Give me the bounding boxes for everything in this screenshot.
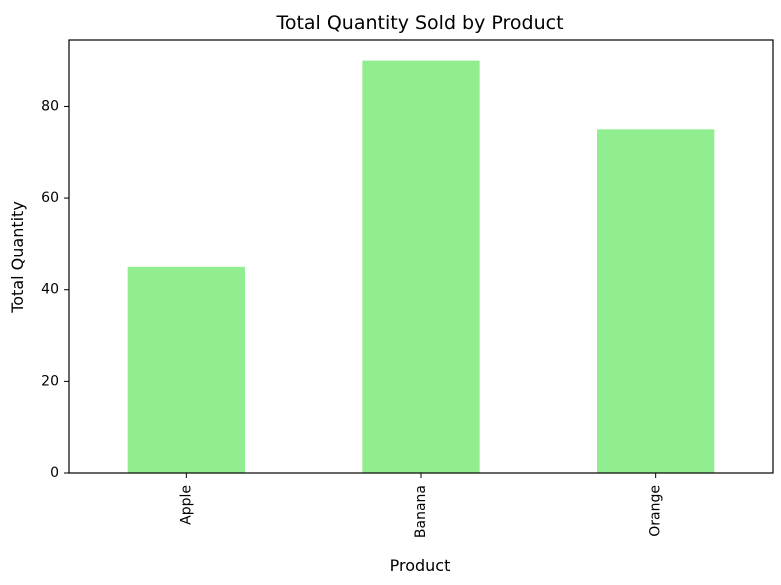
bar-apple <box>127 266 245 473</box>
chart-title: Total Quantity Sold by Product <box>275 12 563 34</box>
x-tick-label: Banana <box>413 485 429 538</box>
x-tick-label: Apple <box>178 485 194 525</box>
bar-orange <box>597 129 715 473</box>
y-tick-label: 40 <box>41 282 59 298</box>
x-tick-label: Orange <box>648 485 664 537</box>
x-axis-label: Product <box>390 556 451 575</box>
y-axis-label: Total Quantity <box>8 201 27 314</box>
bars <box>127 60 715 473</box>
bar-banana <box>362 60 480 473</box>
x-axis-ticks: Apple Banana Orange <box>178 473 664 538</box>
y-axis-ticks: 0 20 40 60 80 <box>41 98 69 481</box>
y-tick-label: 0 <box>50 465 59 481</box>
y-tick-label: 80 <box>41 98 59 114</box>
y-tick-label: 20 <box>41 373 59 389</box>
plot-frame <box>68 39 774 474</box>
y-tick-label: 60 <box>41 190 59 206</box>
